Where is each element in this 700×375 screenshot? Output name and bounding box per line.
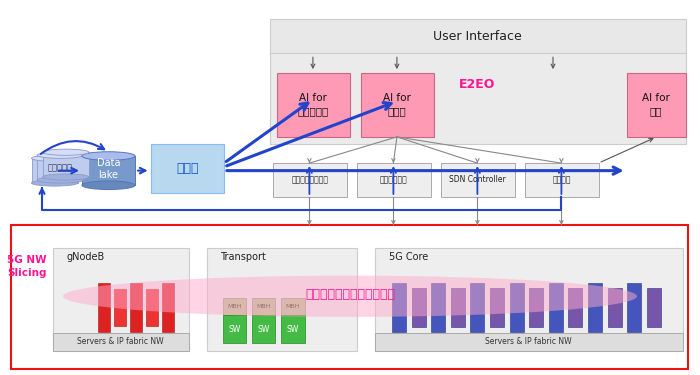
Bar [568, 288, 582, 327]
Bar [392, 283, 406, 332]
Bar [146, 289, 158, 326]
Bar [10, 225, 688, 369]
Bar [431, 283, 445, 332]
Text: SDN Controller: SDN Controller [449, 176, 506, 184]
Ellipse shape [63, 276, 637, 317]
Bar [206, 248, 357, 351]
Text: Servers & IP fabric NW: Servers & IP fabric NW [78, 338, 164, 346]
Bar [281, 298, 304, 315]
Text: User Interface: User Interface [433, 30, 522, 43]
Text: Transport: Transport [220, 252, 267, 262]
Bar [252, 298, 275, 315]
Bar [374, 248, 682, 351]
Text: AI for
主原因特定: AI for 主原因特定 [298, 93, 329, 117]
Text: 収集データ: 収集データ [48, 163, 73, 172]
Text: SW: SW [258, 324, 270, 334]
Bar [627, 283, 641, 332]
Bar [52, 333, 189, 351]
Bar [162, 283, 174, 332]
Bar [529, 288, 543, 327]
Bar [98, 283, 110, 332]
Bar [510, 283, 524, 332]
Text: 5G Core: 5G Core [389, 252, 428, 262]
Bar [588, 283, 602, 332]
Ellipse shape [82, 181, 135, 189]
Bar [412, 288, 426, 327]
Ellipse shape [43, 149, 89, 155]
Bar [270, 53, 686, 144]
Bar [626, 73, 686, 137]
Text: SW: SW [228, 324, 240, 334]
Text: MBH: MBH [256, 304, 271, 309]
Bar [276, 73, 350, 137]
Bar [357, 163, 430, 197]
Ellipse shape [32, 180, 78, 186]
Bar [647, 288, 661, 327]
Bar [270, 19, 686, 54]
Bar [549, 283, 563, 332]
Bar [525, 163, 598, 197]
Text: MBH: MBH [227, 304, 242, 309]
FancyArrowPatch shape [41, 141, 104, 154]
Bar [451, 288, 465, 327]
Bar [43, 152, 89, 177]
Ellipse shape [37, 177, 83, 183]
Bar [470, 283, 484, 332]
Bar [252, 315, 275, 343]
Bar [490, 288, 504, 327]
Bar [360, 73, 434, 137]
Bar [223, 298, 246, 315]
Text: Data
lake: Data lake [97, 158, 120, 180]
Bar [82, 156, 135, 185]
Ellipse shape [43, 174, 89, 180]
Text: コンテナ管理機能: コンテナ管理機能 [291, 176, 328, 184]
Text: MBH: MBH [286, 304, 300, 309]
Text: gNodeB: gNodeB [66, 252, 105, 262]
Bar [37, 155, 83, 180]
Text: 学習器: 学習器 [176, 162, 199, 175]
Bar [52, 248, 189, 351]
Bar [281, 315, 304, 343]
Bar [273, 163, 346, 197]
Bar [150, 144, 224, 193]
Ellipse shape [37, 152, 83, 158]
Ellipse shape [82, 152, 135, 160]
Ellipse shape [32, 155, 78, 161]
Text: AI for
予測: AI for 予測 [643, 93, 670, 117]
Bar [114, 289, 126, 326]
Bar [223, 315, 246, 343]
Bar [608, 288, 622, 327]
Text: Servers & IP fabric NW: Servers & IP fabric NW [485, 338, 572, 346]
Text: AI for
最適化: AI for 最適化 [384, 93, 411, 117]
Bar [374, 333, 682, 351]
Bar [441, 163, 514, 197]
Text: SW: SW [287, 324, 299, 334]
Text: E2EO: E2EO [458, 78, 495, 91]
Text: 構成管理機能: 構成管理機能 [380, 176, 407, 184]
Bar [32, 158, 78, 183]
Bar [130, 283, 142, 332]
Text: 監視機能: 監視機能 [552, 176, 571, 184]
Text: ネットワークスライシング: ネットワークスライシング [305, 288, 395, 301]
Text: 5G NW
Slicing: 5G NW Slicing [7, 255, 46, 278]
